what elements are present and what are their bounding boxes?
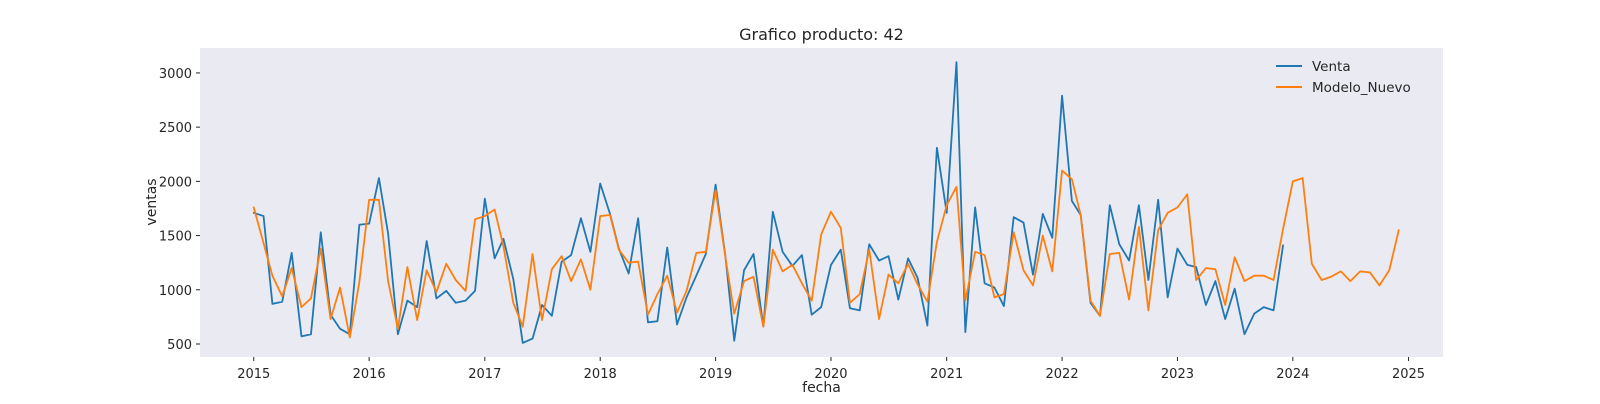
y-axis: 500 1000 1500 2000 2500 3000 — [159, 67, 200, 353]
y-tick-label: 2500 — [159, 121, 192, 136]
y-tick-label: 1000 — [159, 284, 192, 299]
legend: Venta Modelo_Nuevo — [1276, 59, 1411, 96]
x-tick-label: 2018 — [584, 367, 617, 382]
x-axis: 2015 2016 2017 2018 2019 2020 2021 2022 2023 2024… — [237, 357, 1425, 382]
x-tick-label: 2025 — [1392, 367, 1425, 382]
legend-label: Venta — [1312, 59, 1351, 75]
y-tick-label: 2000 — [159, 175, 192, 190]
legend-label: Modelo_Nuevo — [1312, 80, 1411, 96]
x-tick-label: 2021 — [930, 367, 963, 382]
y-tick-label: 500 — [167, 338, 192, 353]
x-tick-label: 2024 — [1276, 367, 1309, 382]
series-layer — [252, 61, 1400, 344]
x-tick-label: 2016 — [353, 367, 386, 382]
x-tick-label: 2023 — [1161, 367, 1194, 382]
y-tick-label: 3000 — [159, 67, 192, 82]
plot-background — [200, 48, 1443, 357]
x-tick-label: 2020 — [814, 367, 847, 382]
series-line-venta — [252, 61, 1284, 344]
x-tick-label: 2019 — [699, 367, 732, 382]
x-axis-title: fecha — [802, 380, 841, 396]
x-tick-label: 2015 — [237, 367, 270, 382]
chart-title: Grafico producto: 42 — [739, 25, 904, 44]
x-tick-label: 2022 — [1046, 367, 1079, 382]
y-tick-label: 1500 — [159, 230, 192, 245]
y-axis-title: ventas — [144, 178, 160, 225]
x-tick-label: 2017 — [468, 367, 501, 382]
series-line-modelo-nuevo — [252, 169, 1400, 339]
